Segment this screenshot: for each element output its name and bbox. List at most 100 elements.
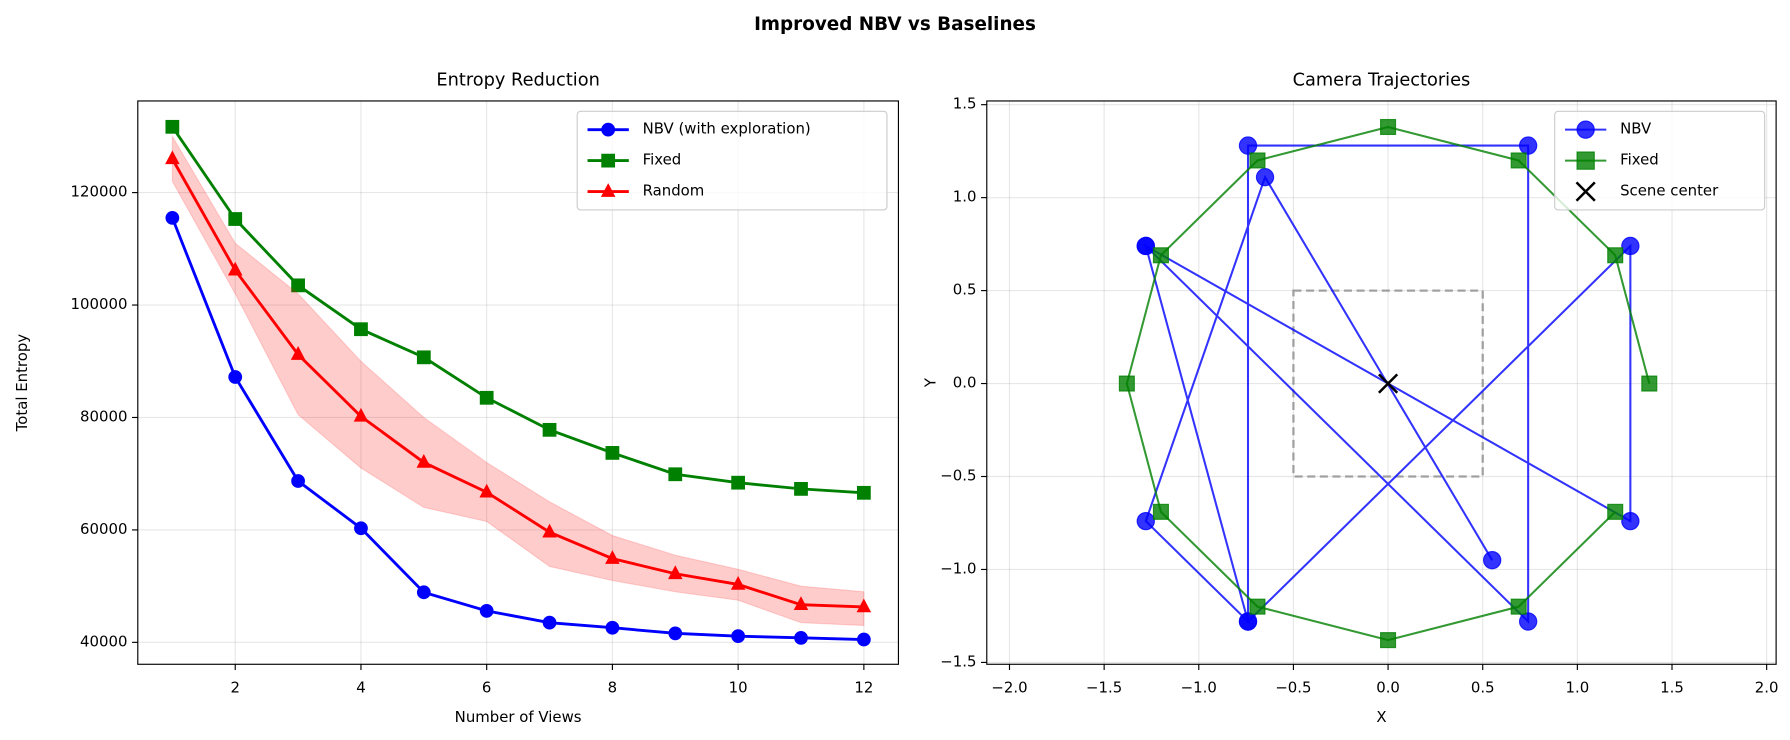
y-tick-label: −1.5 [940, 652, 976, 670]
y-tick-label: 80000 [80, 407, 127, 425]
y-tick-label: 100000 [71, 295, 128, 313]
marker [1380, 632, 1397, 649]
marker [1621, 511, 1640, 531]
y-tick-label: −0.5 [940, 467, 976, 485]
scene-bounds [1292, 289, 1484, 478]
y-tick-label: 1.0 [953, 188, 977, 206]
marker [479, 390, 494, 405]
x-tick-label: 12 [854, 678, 873, 696]
marker [731, 475, 746, 490]
marker [1152, 247, 1169, 264]
marker [479, 603, 494, 618]
marker [290, 346, 306, 360]
marker [542, 422, 557, 437]
legend-marker [1575, 181, 1596, 202]
marker [794, 630, 808, 645]
x-tick-label: 1.0 [1566, 678, 1590, 696]
legend-label: Random [643, 182, 705, 200]
x-tick-label: 1.5 [1660, 678, 1684, 696]
x-tick-label: 2.0 [1755, 678, 1779, 696]
y-axis-label: Y [922, 377, 940, 388]
marker [227, 261, 243, 276]
y-tick-label: 0.0 [953, 374, 977, 392]
marker [542, 523, 557, 538]
y-axis-label: Total Entropy [13, 334, 31, 433]
marker [856, 485, 871, 500]
axes-title: Camera Trajectories [1293, 69, 1471, 90]
x-tick-label: 10 [729, 678, 748, 696]
x-axis-label: X [1376, 708, 1386, 726]
x-tick-label: −1.0 [1181, 678, 1217, 696]
marker [1249, 598, 1266, 615]
marker [605, 446, 620, 460]
marker [228, 370, 243, 384]
x-tick-label: 0.0 [1376, 678, 1400, 696]
marker [668, 565, 683, 580]
series-line [171, 126, 864, 495]
legend-marker [601, 122, 616, 137]
marker [354, 521, 368, 536]
marker [1377, 373, 1399, 394]
marker [856, 598, 872, 613]
marker [1255, 168, 1275, 187]
axes-title: Entropy Reduction [436, 69, 599, 90]
legend-marker [600, 183, 616, 197]
marker [731, 629, 746, 644]
marker [1518, 136, 1538, 155]
figure-title: Improved NBV vs Baselines [754, 14, 1036, 35]
marker [793, 596, 809, 610]
band [171, 134, 865, 627]
series-line [171, 158, 864, 609]
marker [416, 453, 432, 468]
marker [1641, 375, 1658, 392]
x-axis-label: Number of Views [455, 708, 582, 726]
legend-marker [1576, 120, 1595, 139]
y-tick-label: −1.0 [940, 559, 976, 577]
marker [1510, 152, 1527, 169]
marker [291, 278, 305, 293]
marker [1518, 612, 1538, 631]
marker [794, 481, 808, 496]
series-line [1143, 144, 1632, 625]
marker [1152, 503, 1169, 520]
x-tick-label: −0.5 [1275, 678, 1311, 696]
marker [165, 211, 180, 225]
marker [354, 322, 368, 337]
y-tick-label: 1.5 [953, 95, 977, 113]
y-tick-label: 40000 [80, 632, 127, 650]
legend-label: Scene center [1620, 182, 1719, 200]
legend: NBV Fixed Scene center [1554, 110, 1766, 211]
marker [1238, 612, 1258, 631]
y-tick-label: 60000 [80, 520, 127, 538]
marker [1136, 511, 1155, 531]
legend-label: NBV [1620, 120, 1652, 138]
x-tick-label: 4 [356, 678, 365, 696]
marker [1483, 550, 1502, 570]
marker [605, 550, 620, 564]
marker [1510, 598, 1527, 615]
marker [1621, 236, 1640, 256]
legend-frame [576, 110, 888, 211]
axes-frame [986, 100, 1777, 665]
marker [730, 575, 746, 590]
x-tick-label: 2 [230, 678, 239, 696]
legend-frame [1554, 110, 1766, 211]
x-tick-label: 0.5 [1471, 678, 1495, 696]
marker [416, 585, 431, 600]
marker [291, 474, 305, 488]
marker [1607, 247, 1624, 264]
marker [1118, 375, 1135, 392]
legend-label: NBV (with exploration) [643, 120, 811, 138]
x-tick-label: −1.5 [1086, 678, 1122, 696]
x-tick-label: 6 [482, 678, 491, 696]
legend-marker [1576, 151, 1595, 170]
marker [1607, 503, 1624, 520]
marker [1136, 236, 1155, 256]
legend-label: Fixed [1620, 151, 1659, 169]
marker [165, 150, 180, 165]
marker [165, 119, 180, 134]
series-line [1125, 125, 1651, 642]
series-line [171, 217, 864, 641]
marker [856, 632, 871, 647]
